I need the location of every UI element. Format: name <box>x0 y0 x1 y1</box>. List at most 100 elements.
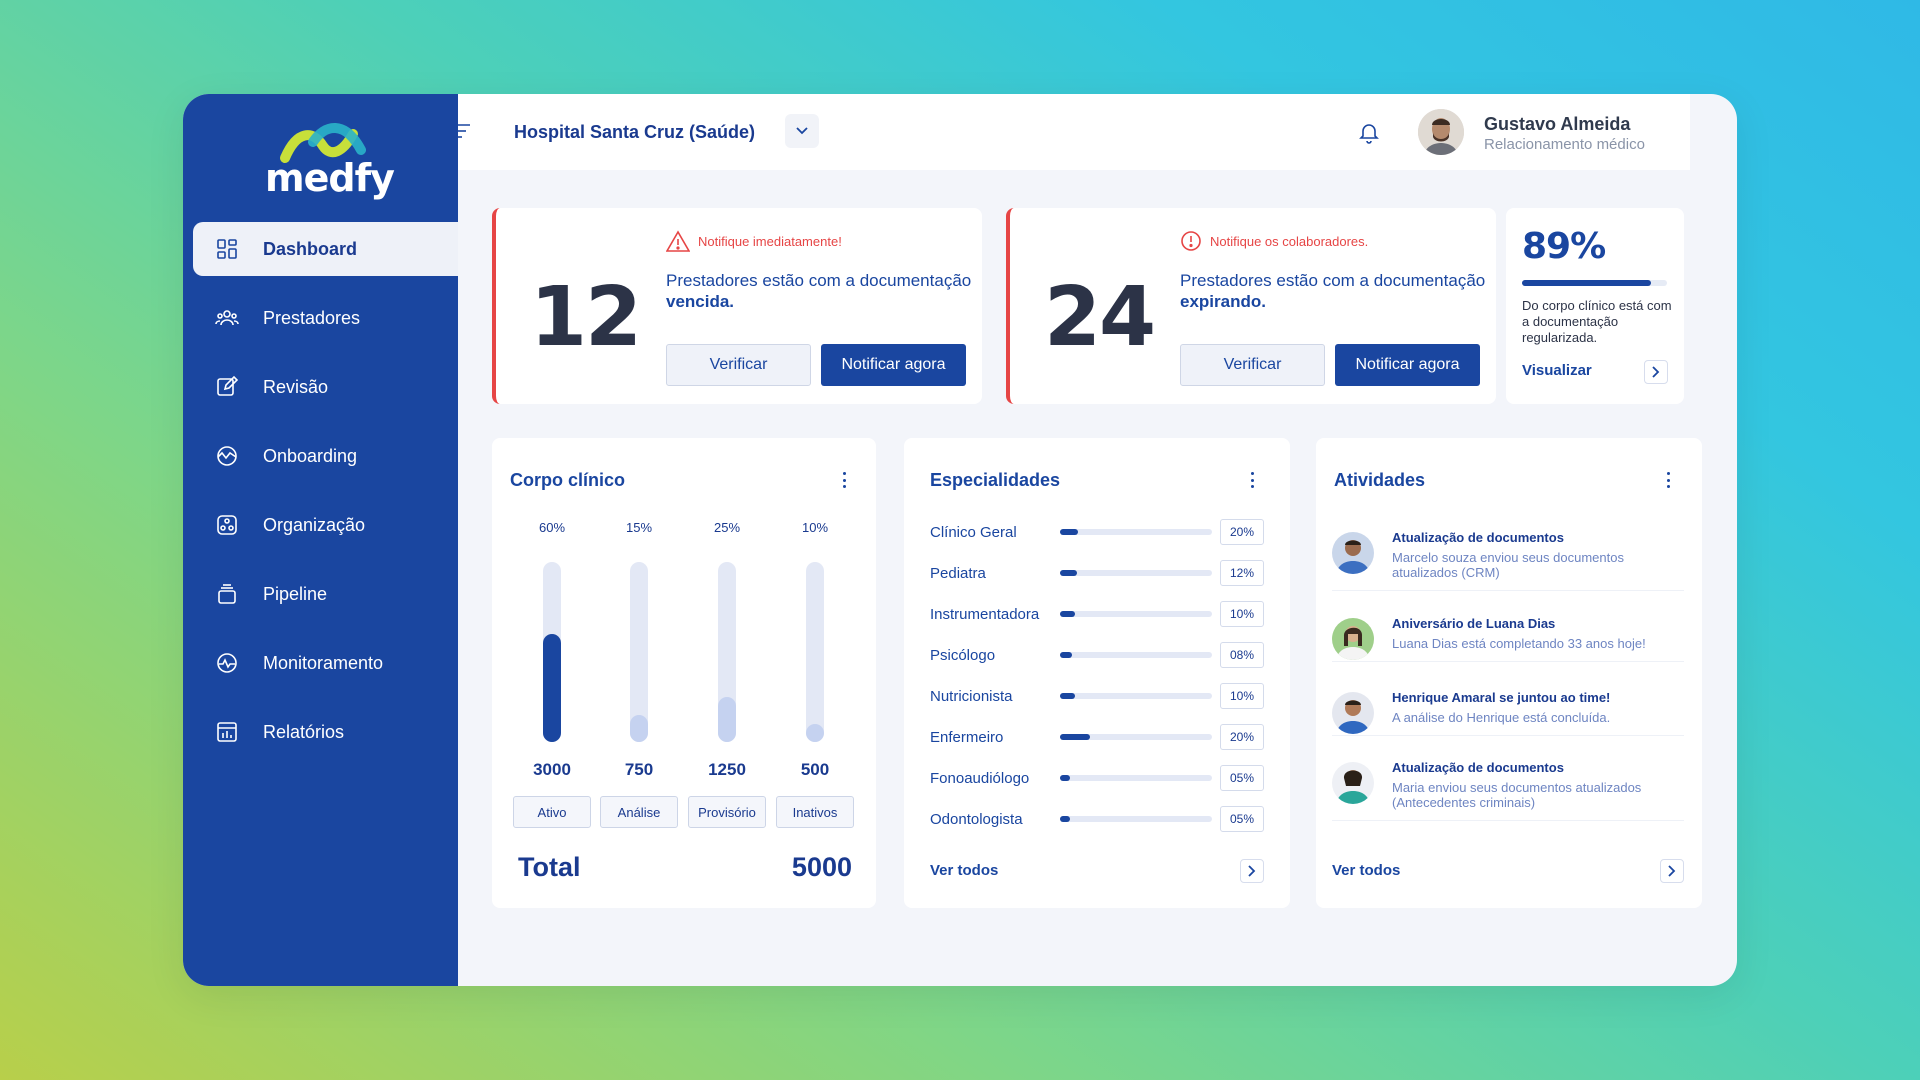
activity-item[interactable]: Atualização de documentos Marcelo souza … <box>1332 530 1684 591</box>
see-all-next-button[interactable] <box>1240 859 1264 883</box>
more-options-icon[interactable] <box>834 470 854 490</box>
warning-icon <box>666 230 690 252</box>
column-percent: 15% <box>625 520 653 535</box>
specialty-row[interactable]: Nutricionista 10% <box>930 682 1266 710</box>
specialty-name: Odontologista <box>930 810 1023 828</box>
specialty-fill <box>1060 816 1070 822</box>
column-fill <box>806 724 824 742</box>
grid-icon <box>215 237 239 261</box>
specialty-row[interactable]: Pediatra 12% <box>930 559 1266 587</box>
sidebar-item-label: Prestadores <box>263 307 361 328</box>
activity-item[interactable]: Aniversário de Luana Dias Luana Dias est… <box>1332 616 1684 662</box>
alert-card-expiring: 24 Notifique os colaboradores. Prestador… <box>1006 208 1496 404</box>
specialty-row[interactable]: Instrumentadora 10% <box>930 600 1266 628</box>
specialty-name: Nutricionista <box>930 687 1013 705</box>
alert-message: Prestadores estão com a documentação exp… <box>1180 270 1496 312</box>
more-options-icon[interactable] <box>1658 470 1678 490</box>
chart-icon <box>215 720 239 744</box>
verify-button[interactable]: Verificar <box>1180 344 1325 386</box>
notify-now-button[interactable]: Notificar agora <box>1335 344 1480 386</box>
specialty-row[interactable]: Clínico Geral 20% <box>930 518 1266 546</box>
sidebar-item-label: Organização <box>263 514 366 535</box>
sidebar-item-dashboard[interactable]: Dashboard <box>193 222 458 276</box>
view-next-button[interactable] <box>1644 360 1668 384</box>
sidebar-item-relatorios[interactable]: Relatórios <box>193 705 458 759</box>
regularized-percent: 89% <box>1522 226 1606 267</box>
verify-button[interactable]: Verificar <box>666 344 811 386</box>
sidebar-item-label: Onboarding <box>263 445 358 466</box>
atividades-card: Atividades Atualização de documentos Mar… <box>1316 438 1702 908</box>
see-all-next-button[interactable] <box>1660 859 1684 883</box>
alert-message-text: Prestadores estão com a documentação <box>666 271 972 290</box>
specialty-row[interactable]: Fonoaudiólogo 05% <box>930 764 1266 792</box>
edit-icon <box>215 375 239 399</box>
column-tag[interactable]: Ativo <box>513 796 591 828</box>
column-percent: 60% <box>538 520 566 535</box>
see-all-link[interactable]: Ver todos <box>1332 862 1401 879</box>
alert-message-status: vencida. <box>666 292 735 311</box>
app-window: medfy Dashboard Prestadores Revisão <box>183 94 1737 986</box>
user-avatar[interactable] <box>1418 109 1464 155</box>
users-icon <box>215 306 239 330</box>
sidebar-item-label: Pipeline <box>263 583 328 604</box>
sidebar-item-revisao[interactable]: Revisão <box>193 360 458 414</box>
column-percent: 25% <box>713 520 741 535</box>
specialty-percent: 20% <box>1220 724 1264 750</box>
more-options-icon[interactable] <box>1242 470 1262 490</box>
specialty-track <box>1060 652 1212 658</box>
column-tag[interactable]: Análise <box>600 796 678 828</box>
regularized-description: Do corpo clínico está com a documentação… <box>1522 298 1672 345</box>
specialty-percent: 12% <box>1220 560 1264 586</box>
medfy-logo[interactable]: medfy <box>265 120 395 200</box>
column-percent: 10% <box>801 520 829 535</box>
chevron-right-icon <box>1248 865 1256 877</box>
activity-title: Aniversário de Luana Dias <box>1392 616 1556 631</box>
hospital-selector-label[interactable]: Hospital Santa Cruz (Saúde) <box>514 122 756 142</box>
activity-title: Atualização de documentos <box>1392 530 1564 545</box>
specialty-name: Instrumentadora <box>930 605 1040 623</box>
specialty-name: Pediatra <box>930 564 986 582</box>
sidebar-item-prestadores[interactable]: Prestadores <box>193 291 458 345</box>
organization-icon <box>215 513 239 537</box>
sidebar-item-onboarding[interactable]: Onboarding <box>193 429 458 483</box>
sidebar-item-label: Revisão <box>263 376 329 397</box>
specialty-percent: 10% <box>1220 683 1264 709</box>
menu-toggle-icon[interactable] <box>454 122 474 140</box>
specialty-percent: 05% <box>1220 765 1264 791</box>
specialty-row[interactable]: Odontologista 05% <box>930 805 1266 833</box>
specialty-percent: 08% <box>1220 642 1264 668</box>
total-label: Total <box>518 852 581 882</box>
card-title: Especialidades <box>930 470 1061 490</box>
specialty-name: Clínico Geral <box>930 523 1017 541</box>
sidebar-item-pipeline[interactable]: Pipeline <box>193 567 458 621</box>
total-value: 5000 <box>791 852 852 882</box>
column-value: 750 <box>624 760 654 779</box>
sidebar-item-label: Monitoramento <box>263 652 384 673</box>
hospital-dropdown-button[interactable] <box>785 114 819 148</box>
see-all-link[interactable]: Ver todos <box>930 862 999 879</box>
alert-label-text: Notifique os colaboradores. <box>1210 233 1369 249</box>
column-tag[interactable]: Provisório <box>688 796 766 828</box>
activity-item[interactable]: Atualização de documentos Maria enviou s… <box>1332 760 1684 821</box>
activity-description: Marcelo souza enviou seus documentos atu… <box>1392 550 1624 580</box>
specialty-row[interactable]: Psicólogo 08% <box>930 641 1266 669</box>
activity-avatar <box>1332 692 1374 734</box>
activity-description: Luana Dias está completando 33 anos hoje… <box>1392 636 1646 651</box>
specialty-row[interactable]: Enfermeiro 20% <box>930 723 1266 751</box>
notifications-bell-icon[interactable] <box>1357 120 1381 144</box>
column-track <box>543 562 561 742</box>
column-value: 500 <box>800 760 830 779</box>
alert-message-status: expirando. <box>1180 292 1266 311</box>
activity-item[interactable]: Henrique Amaral se juntou ao time! A aná… <box>1332 690 1684 736</box>
sidebar-item-organizacao[interactable]: Organização <box>193 498 458 552</box>
card-title: Atividades <box>1334 470 1426 490</box>
regularized-card: 89% Do corpo clínico está com a document… <box>1506 208 1684 404</box>
notify-now-button[interactable]: Notificar agora <box>821 344 966 386</box>
activity-avatar <box>1332 532 1374 574</box>
view-link[interactable]: Visualizar <box>1522 362 1592 379</box>
specialty-fill <box>1060 529 1079 535</box>
column-tag[interactable]: Inativos <box>776 796 854 828</box>
corpo-column-provisorio: 25% 1250 Provisório <box>687 520 767 828</box>
chevron-right-icon <box>1668 865 1676 877</box>
sidebar-item-monitoramento[interactable]: Monitoramento <box>193 636 458 690</box>
